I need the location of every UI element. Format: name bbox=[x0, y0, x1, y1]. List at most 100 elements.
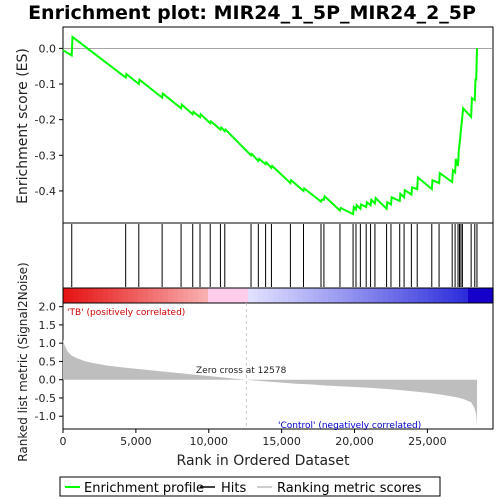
color-bar-segment bbox=[483, 288, 489, 303]
color-bar-segment bbox=[233, 288, 239, 303]
color-bar-segment bbox=[273, 288, 279, 303]
color-bar-segment bbox=[148, 288, 154, 303]
color-bar-segment bbox=[178, 288, 184, 303]
color-bar-segment bbox=[353, 288, 359, 303]
x-tick-label: 25,000 bbox=[408, 435, 447, 448]
color-bar-segment bbox=[338, 288, 344, 303]
color-bar-segment bbox=[198, 288, 204, 303]
es-y-tick-label: -0.2 bbox=[35, 114, 56, 127]
color-bar-segment bbox=[413, 288, 419, 303]
color-bar-segment bbox=[283, 288, 289, 303]
color-bar-segment bbox=[238, 288, 244, 303]
color-bar-segment bbox=[153, 288, 159, 303]
x-tick-label: 5,000 bbox=[120, 435, 152, 448]
color-bar-segment bbox=[328, 288, 334, 303]
color-bar-segment bbox=[293, 288, 299, 303]
x-ticks: 0 5,000 10,000 15,000 20,000 25,000 bbox=[60, 429, 447, 448]
es-panel: 0.0 -0.1 -0.2 -0.3 -0.4 Enrichment score (ES… bbox=[15, 26, 494, 224]
color-bar-segment bbox=[373, 288, 379, 303]
color-bar-segment bbox=[128, 288, 134, 303]
legend-label-es: Enrichment profile bbox=[84, 481, 204, 496]
color-bar-segment bbox=[333, 288, 339, 303]
metric-y-tick-label: 1.5 bbox=[39, 319, 57, 332]
color-bar-segment bbox=[193, 288, 199, 303]
hit-marks bbox=[71, 224, 478, 287]
color-bar-segment bbox=[463, 288, 469, 303]
color-bar-segment bbox=[438, 288, 444, 303]
color-bar-segment bbox=[108, 288, 114, 303]
color-bar-segment bbox=[188, 288, 194, 303]
legend: Enrichment profile Hits Ranking metric s… bbox=[59, 476, 441, 497]
x-tick-label: 0 bbox=[60, 435, 67, 448]
color-bar-segment bbox=[278, 288, 284, 303]
metric-y-tick-label: 1.0 bbox=[39, 337, 57, 350]
color-bar-segment bbox=[323, 288, 329, 303]
color-bar-segment bbox=[378, 288, 384, 303]
color-bar-segment bbox=[93, 288, 99, 303]
color-bar-segment bbox=[348, 288, 354, 303]
es-series-line bbox=[62, 35, 478, 216]
color-bar-segment bbox=[343, 288, 349, 303]
color-bar-segment bbox=[133, 288, 139, 303]
color-bar-segment bbox=[488, 288, 494, 303]
color-bar-segment bbox=[318, 288, 324, 303]
x-tick-label: 15,000 bbox=[262, 435, 301, 448]
es-y-ticks: 0.0 -0.1 -0.2 -0.3 -0.4 bbox=[35, 42, 63, 198]
es-panel-frame bbox=[62, 26, 494, 224]
chart-title: Enrichment plot: MIR24_1_5P_MIR24_2_5P bbox=[28, 2, 476, 24]
positive-annotation: 'TB' (positively correlated) bbox=[67, 308, 185, 318]
color-bar-segment bbox=[213, 288, 219, 303]
color-bar-segment bbox=[263, 288, 269, 303]
x-tick-label: 20,000 bbox=[335, 435, 374, 448]
color-bar-segment bbox=[383, 288, 389, 303]
metric-y-ticks: 2.0 1.5 1.0 0.5 0.0 -0.5 -1.0 bbox=[35, 301, 63, 423]
color-bar-segment bbox=[393, 288, 399, 303]
metric-panel-frame bbox=[62, 302, 494, 430]
metric-y-tick-label: 0.0 bbox=[39, 374, 57, 387]
x-axis-label: Rank in Ordered Dataset bbox=[177, 453, 350, 469]
color-bar-segment bbox=[118, 288, 124, 303]
color-bar-segment bbox=[63, 288, 69, 303]
x-tick-label: 10,000 bbox=[190, 435, 229, 448]
color-bar-segment bbox=[418, 288, 424, 303]
color-bar-segment bbox=[428, 288, 434, 303]
legend-label-hits: Hits bbox=[221, 481, 246, 496]
es-y-tick-label: -0.4 bbox=[35, 185, 56, 198]
color-bar-segment bbox=[78, 288, 84, 303]
color-bar-segment bbox=[388, 288, 394, 303]
color-bar-segment bbox=[68, 288, 74, 303]
es-y-tick-label: -0.1 bbox=[35, 78, 56, 91]
color-bar-segment bbox=[473, 288, 479, 303]
color-bar-segment bbox=[73, 288, 79, 303]
color-bar-segment bbox=[208, 288, 214, 303]
color-bar-segment bbox=[368, 288, 374, 303]
color-bar-segment bbox=[423, 288, 429, 303]
color-bar-segment bbox=[243, 288, 249, 303]
color-bar-segment bbox=[173, 288, 179, 303]
color-bar-segment bbox=[88, 288, 94, 303]
color-bar-segment bbox=[223, 288, 229, 303]
color-bar-segment bbox=[168, 288, 174, 303]
color-bar-segment bbox=[468, 288, 474, 303]
metric-area bbox=[63, 339, 477, 427]
color-bar-segment bbox=[103, 288, 109, 303]
color-bar-segment bbox=[228, 288, 234, 303]
color-bar-segment bbox=[303, 288, 309, 303]
color-bar-segment bbox=[258, 288, 264, 303]
color-bar-segment bbox=[218, 288, 224, 303]
color-bar-segment bbox=[448, 288, 454, 303]
rank-color-bar bbox=[62, 287, 494, 304]
color-bar-segment bbox=[268, 288, 274, 303]
color-bar-segment bbox=[308, 288, 314, 303]
color-bar-segment bbox=[408, 288, 414, 303]
es-y-axis-label: Enrichment score (ES) bbox=[15, 48, 31, 204]
metric-panel: 2.0 1.5 1.0 0.5 0.0 -0.5 -1.0 0 5,000 10,000 15,0… bbox=[16, 262, 494, 469]
metric-y-axis-label: Ranked list metric (Signal2Noise) bbox=[16, 262, 30, 461]
color-bar-segment bbox=[83, 288, 89, 303]
color-bar-segment bbox=[143, 288, 149, 303]
hits-panel-frame bbox=[62, 222, 494, 289]
color-bar-segment bbox=[98, 288, 104, 303]
negative-annotation: 'Control' (negatively correlated) bbox=[278, 421, 421, 431]
color-bar-segment bbox=[398, 288, 404, 303]
